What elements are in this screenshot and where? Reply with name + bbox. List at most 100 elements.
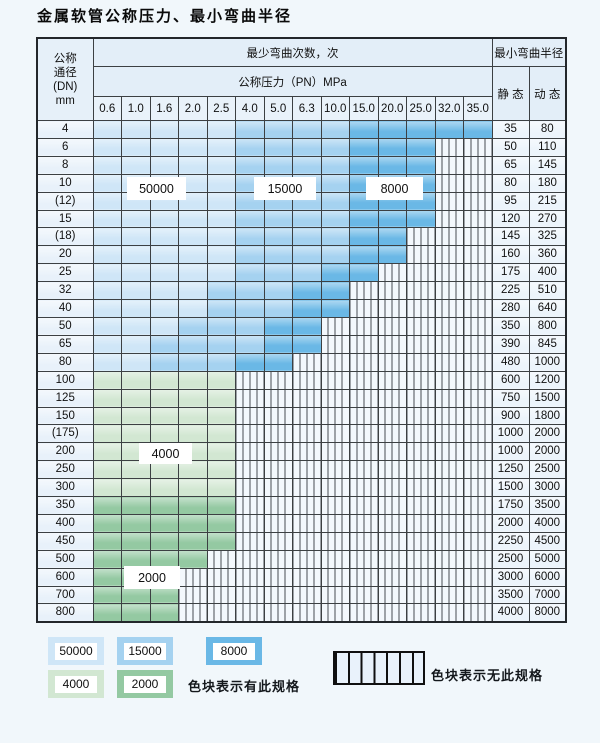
dynamic-radius-cell: 4500 <box>528 531 567 551</box>
dynamic-radius-cell: 800 <box>528 316 567 336</box>
spec-cell <box>121 549 151 569</box>
dn-cell: (18) <box>36 227 94 247</box>
spec-cell <box>178 155 208 175</box>
spec-cell <box>235 209 265 229</box>
legend-label-50000: 50000 <box>55 642 97 660</box>
dynamic-column-header: 动 态 <box>528 66 567 121</box>
spec-cell <box>121 281 151 301</box>
table-row: 700 3500 7000 <box>36 585 567 605</box>
spec-cell <box>149 424 179 444</box>
spec-cell <box>178 316 208 336</box>
no-spec-cell <box>349 585 379 605</box>
no-spec-cell <box>463 424 493 444</box>
spec-cell <box>121 478 151 498</box>
page-title: 金属软管公称压力、最小弯曲半径 <box>37 7 293 25</box>
no-spec-cell <box>406 299 436 318</box>
static-radius-cell: 225 <box>491 281 530 301</box>
table-row: 20 160 360 <box>36 245 567 265</box>
table-row: 8 65 145 <box>36 155 567 175</box>
no-spec-cell <box>206 567 236 587</box>
no-spec-cell <box>320 406 350 426</box>
no-spec-cell <box>377 388 407 408</box>
no-spec-cell <box>463 352 493 372</box>
table-row: 350 1750 3500 <box>36 496 567 515</box>
spec-cell <box>263 137 293 157</box>
spec-cell <box>149 585 179 605</box>
dn-cell: 450 <box>36 531 94 551</box>
dn-cell: 100 <box>36 370 94 390</box>
spec-cell <box>92 406 122 426</box>
static-radius-cell: 900 <box>491 406 530 426</box>
spec-cell <box>149 299 179 318</box>
spec-cell <box>121 299 151 318</box>
spec-cell <box>92 281 122 301</box>
no-spec-cell <box>320 531 350 551</box>
spec-cell <box>349 263 379 283</box>
dynamic-radius-cell: 400 <box>528 263 567 283</box>
no-spec-cell <box>349 424 379 444</box>
spec-cell <box>149 227 179 247</box>
no-spec-cell <box>463 478 493 498</box>
spec-cell <box>121 245 151 265</box>
spec-cell <box>235 227 265 247</box>
spec-cell <box>178 496 208 515</box>
no-spec-cell <box>235 513 265 533</box>
static-radius-cell: 3500 <box>491 585 530 605</box>
no-spec-cell <box>235 531 265 551</box>
spec-cell <box>434 120 464 139</box>
no-spec-cell <box>434 191 464 211</box>
spec-cell <box>149 478 179 498</box>
spec-cell <box>263 334 293 354</box>
no-spec-cell <box>349 513 379 533</box>
dn-cell: 200 <box>36 442 94 462</box>
pressure-col-header: 5.0 <box>263 96 293 121</box>
spec-cell <box>406 155 436 175</box>
table-row: 150 900 1800 <box>36 406 567 426</box>
spec-cell <box>292 155 322 175</box>
no-spec-cell <box>235 585 265 605</box>
spec-cell <box>206 173 236 193</box>
spec-cell <box>377 137 407 157</box>
spec-cell <box>206 460 236 480</box>
spec-cell <box>121 388 151 408</box>
no-spec-cell <box>463 334 493 354</box>
no-spec-cell <box>406 442 436 462</box>
static-radius-cell: 1750 <box>491 496 530 515</box>
spec-cell <box>92 209 122 229</box>
dynamic-radius-cell: 1200 <box>528 370 567 390</box>
no-spec-cell <box>406 316 436 336</box>
no-spec-cell <box>320 424 350 444</box>
no-spec-cell <box>263 406 293 426</box>
spec-cell <box>178 263 208 283</box>
spec-cell <box>349 209 379 229</box>
spec-cell <box>206 352 236 372</box>
no-spec-cell <box>434 585 464 605</box>
spec-cell <box>320 281 350 301</box>
spec-cell <box>121 352 151 372</box>
no-spec-cell <box>406 424 436 444</box>
spec-cell <box>178 209 208 229</box>
static-radius-cell: 600 <box>491 370 530 390</box>
no-spec-cell <box>377 316 407 336</box>
spec-cell <box>178 281 208 301</box>
spec-cell <box>178 245 208 265</box>
no-spec-cell <box>377 334 407 354</box>
no-spec-cell <box>463 191 493 211</box>
dynamic-radius-cell: 640 <box>528 299 567 318</box>
dn-cell: 125 <box>36 388 94 408</box>
no-spec-cell <box>263 549 293 569</box>
spec-cell <box>149 209 179 229</box>
no-spec-cell <box>434 424 464 444</box>
static-radius-cell: 160 <box>491 245 530 265</box>
dn-cell: 300 <box>36 478 94 498</box>
table-row: 600 3000 6000 <box>36 567 567 587</box>
dynamic-radius-cell: 6000 <box>528 567 567 587</box>
pressure-col-header: 25.0 <box>406 96 436 121</box>
no-spec-cell <box>263 460 293 480</box>
no-spec-cell <box>434 137 464 157</box>
dynamic-radius-cell: 325 <box>528 227 567 247</box>
spec-cell <box>349 191 379 211</box>
no-spec-cell <box>320 585 350 605</box>
spec-cell <box>121 334 151 354</box>
spec-cell <box>377 245 407 265</box>
